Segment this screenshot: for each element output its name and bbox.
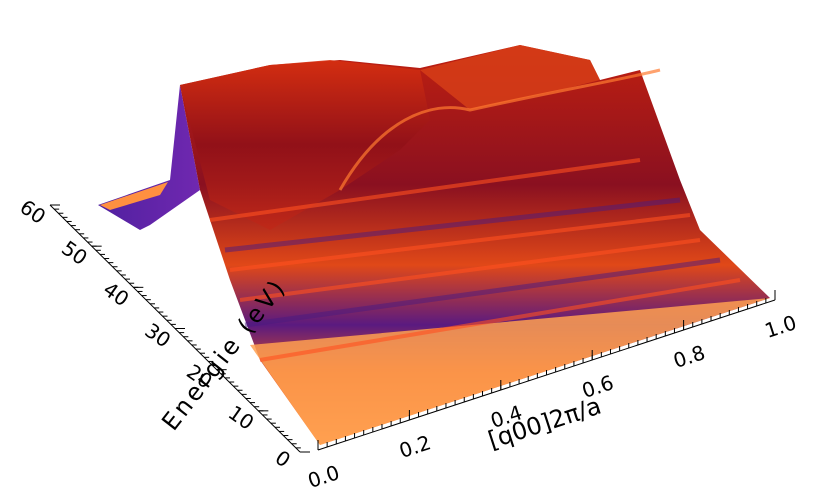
y-tick-label: 60 bbox=[16, 195, 51, 229]
x-tick-label: 1.0 bbox=[762, 310, 800, 343]
surface bbox=[98, 45, 770, 445]
x-tick-label: 0.6 bbox=[579, 370, 617, 403]
x-tick-label: 0.0 bbox=[305, 460, 343, 493]
y-tick-label: 0 bbox=[271, 445, 295, 472]
x-tick-label: 0.2 bbox=[396, 430, 434, 463]
x-tick-label: 0.8 bbox=[670, 340, 708, 373]
